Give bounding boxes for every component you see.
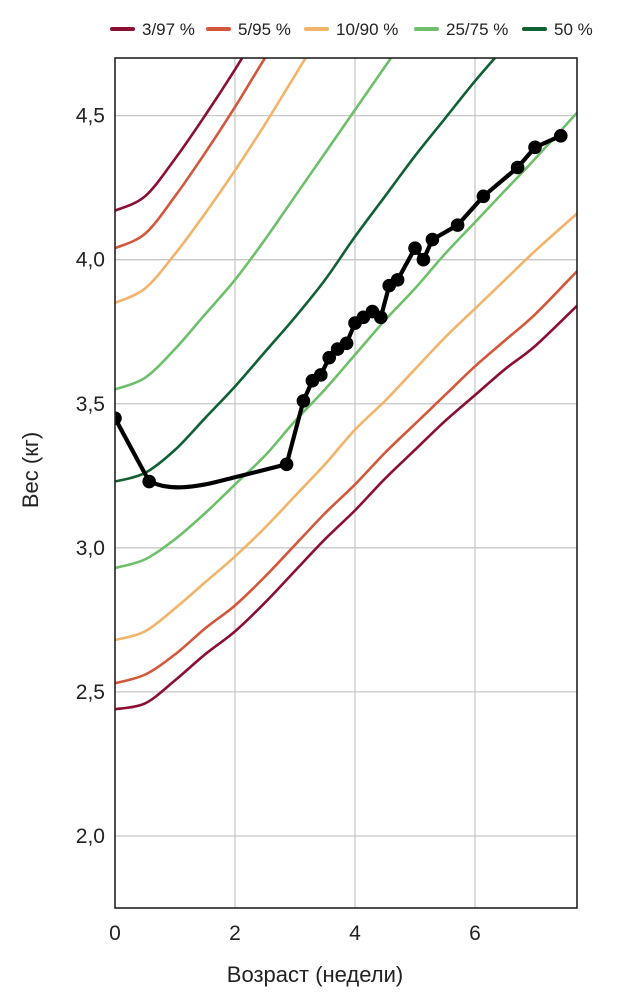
measurement-point bbox=[279, 457, 294, 472]
measurement-point bbox=[425, 232, 440, 247]
measurement-point bbox=[554, 128, 568, 143]
percentile-curve bbox=[115, 58, 308, 305]
plot-frame bbox=[114, 57, 578, 909]
measurement-point bbox=[528, 140, 542, 155]
legend-label: 3/97 % bbox=[142, 20, 195, 39]
legend: 3/97 % 5/95 % 10/90 % 25/75 % 50 % bbox=[110, 20, 593, 39]
y-tick-label: 3,0 bbox=[76, 537, 105, 560]
measurement-point bbox=[510, 160, 525, 175]
measurement-point bbox=[390, 273, 405, 287]
measurement-point bbox=[416, 252, 431, 267]
legend-label: 50 % bbox=[554, 20, 593, 39]
measurement-point bbox=[322, 350, 337, 365]
measurement-point bbox=[450, 218, 465, 232]
percentile-curve bbox=[115, 212, 577, 642]
legend-item: 3/97 % bbox=[110, 20, 195, 39]
y-tick-label: 4,0 bbox=[76, 249, 105, 272]
percentile-curve bbox=[115, 58, 497, 483]
x-tick-label: 4 bbox=[349, 922, 361, 945]
x-tick-label: 0 bbox=[109, 922, 121, 945]
legend-item: 10/90 % bbox=[304, 20, 398, 39]
legend-label: 10/90 % bbox=[336, 20, 398, 39]
y-tick-label: 4,5 bbox=[76, 105, 105, 128]
percentile-curve bbox=[115, 58, 267, 250]
legend-item: 50 % bbox=[522, 20, 593, 39]
legend-item: 25/75 % bbox=[414, 20, 508, 39]
percentile-curve bbox=[115, 269, 577, 685]
measurement-point bbox=[115, 411, 122, 425]
legend-label: 25/75 % bbox=[446, 20, 508, 39]
percentile-curve bbox=[115, 58, 393, 391]
percentile-curves bbox=[115, 58, 577, 711]
measurement-point bbox=[476, 189, 491, 204]
measurement-point bbox=[296, 394, 311, 408]
legend-item: 5/95 % bbox=[206, 20, 291, 39]
measurement-point bbox=[374, 310, 388, 325]
y-tick-labels: 2,0 2,5 3,0 3,5 4,0 4,5 bbox=[76, 105, 105, 848]
y-tick-label: 2,0 bbox=[76, 825, 105, 848]
x-axis-title: Возраст (недели) bbox=[227, 962, 403, 987]
measurement-series bbox=[115, 128, 568, 490]
legend-label: 5/95 % bbox=[238, 20, 291, 39]
x-tick-labels: 0 2 4 6 bbox=[109, 922, 481, 945]
measurement-point bbox=[142, 474, 156, 489]
x-tick-label: 6 bbox=[469, 922, 481, 945]
percentile-curve bbox=[115, 58, 244, 213]
measurement-point bbox=[408, 241, 422, 255]
percentile-curve bbox=[115, 111, 577, 570]
y-tick-label: 2,5 bbox=[76, 681, 105, 704]
plot-background bbox=[115, 58, 577, 908]
y-tick-label: 3,5 bbox=[76, 393, 105, 416]
x-tick-label: 2 bbox=[229, 922, 241, 945]
measurement-point bbox=[314, 368, 328, 382]
y-axis-title: Вес (кг) bbox=[18, 432, 43, 508]
percentile-curve bbox=[115, 304, 577, 711]
measurement-point bbox=[339, 336, 354, 351]
